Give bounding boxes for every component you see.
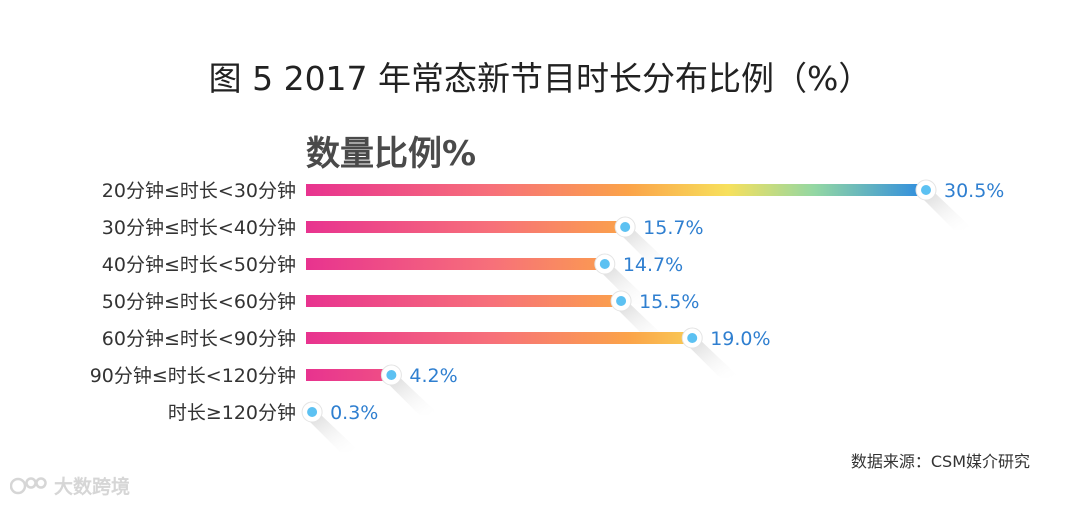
bar-group: 20分钟≤时长<30分钟 30.5% [102, 179, 1004, 230]
bar-shadow [617, 231, 674, 267]
value-label: 15.7% [643, 217, 703, 239]
bar [306, 184, 926, 196]
bar-end-dot [616, 296, 627, 306]
bar-end-dot [921, 185, 931, 195]
bar [306, 332, 693, 344]
bar-group: 60分钟≤时长<90分钟 19.0% [102, 327, 771, 378]
category-label: 60分钟≤时长<90分钟 [102, 328, 296, 350]
category-label: 50分钟≤时长<60分钟 [102, 291, 296, 313]
bar [306, 258, 605, 270]
bar-shadow [684, 342, 741, 378]
category-label: 时长≥120分钟 [168, 402, 296, 424]
bar [306, 369, 392, 381]
bar-shadow [304, 416, 361, 452]
bar-group: 时长≥120分钟 0.3% [168, 401, 378, 452]
figure-title: 图 5 2017 年常态新节目时长分布比例（%） [208, 59, 872, 98]
bar-shadow [918, 194, 974, 230]
bar [306, 295, 622, 307]
bar-end-dot [599, 259, 610, 269]
value-label: 15.5% [639, 291, 699, 313]
brand-logo-icon [10, 476, 47, 494]
bar-group: 30分钟≤时长<40分钟 15.7% [102, 216, 704, 267]
bar-end-dot [386, 370, 397, 380]
bar-group: 50分钟≤时长<60分钟 15.5% [102, 290, 699, 341]
category-label: 30分钟≤时长<40分钟 [102, 217, 296, 239]
bar [306, 221, 626, 233]
category-label: 20分钟≤时长<30分钟 [102, 180, 296, 202]
bar-end-dot [307, 407, 318, 417]
bar-shadow [383, 379, 440, 415]
bar-shadow [596, 268, 653, 304]
bar-end-dot [620, 222, 631, 232]
bar-group: 40分钟≤时长<50分钟 14.7% [102, 253, 683, 304]
bar-end-dot [687, 333, 698, 343]
category-label: 40分钟≤时长<50分钟 [102, 254, 296, 276]
category-label: 90分钟≤时长<120分钟 [90, 365, 296, 387]
source-note: 数据来源：CSM媒介研究 [850, 452, 1030, 471]
bar-group: 90分钟≤时长<120分钟 4.2% [90, 364, 458, 415]
value-label: 30.5% [944, 180, 1004, 202]
watermark: 大数跨境 [10, 472, 130, 499]
value-label: 19.0% [710, 328, 770, 350]
value-label: 4.2% [409, 365, 457, 387]
value-label: 14.7% [623, 254, 683, 276]
chart-title: 数量比例% [306, 134, 477, 174]
watermark-text: 大数跨境 [54, 476, 131, 498]
value-label: 0.3% [330, 402, 378, 424]
bars-layer: 20分钟≤时长<30分钟 30.5% 30分钟≤时长<40分钟 15.7% 40分钟≤时… [90, 179, 1004, 452]
